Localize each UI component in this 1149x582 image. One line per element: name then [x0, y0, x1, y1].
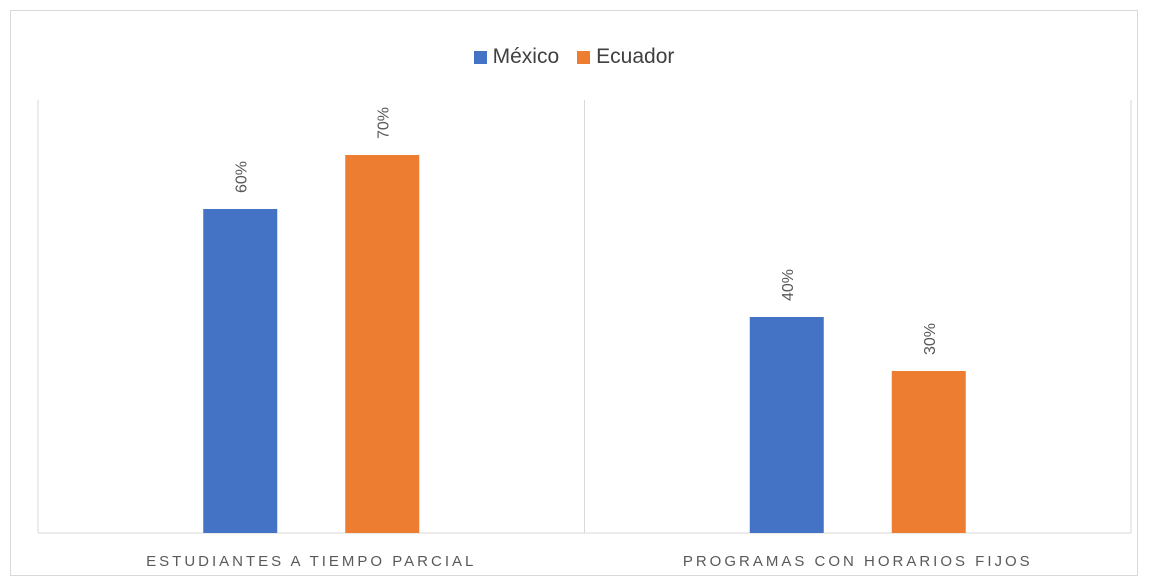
- bar-ecuador-0: [345, 155, 420, 533]
- legend-item-ecuador: Ecuador: [577, 45, 674, 69]
- bar-ecuador-1: [891, 371, 966, 533]
- legend-swatch-ecuador: [577, 50, 591, 64]
- bar-mxico-0: [203, 209, 278, 533]
- data-label: 30%: [922, 323, 939, 355]
- data-label: 60%: [233, 161, 250, 193]
- legend-label-mexico: México: [492, 45, 560, 68]
- bar-mxico-1: [749, 317, 824, 533]
- data-label: 40%: [780, 269, 797, 301]
- data-label: 70%: [375, 107, 392, 139]
- category-label: ESTUDIANTES A TIEMPO PARCIAL: [146, 553, 476, 570]
- legend: México Ecuador: [11, 45, 1137, 69]
- legend-item-mexico: México: [473, 45, 560, 69]
- category-label: PROGRAMAS CON HORARIOS FIJOS: [683, 553, 1033, 570]
- legend-swatch-mexico: [473, 50, 487, 64]
- legend-label-ecuador: Ecuador: [596, 45, 675, 68]
